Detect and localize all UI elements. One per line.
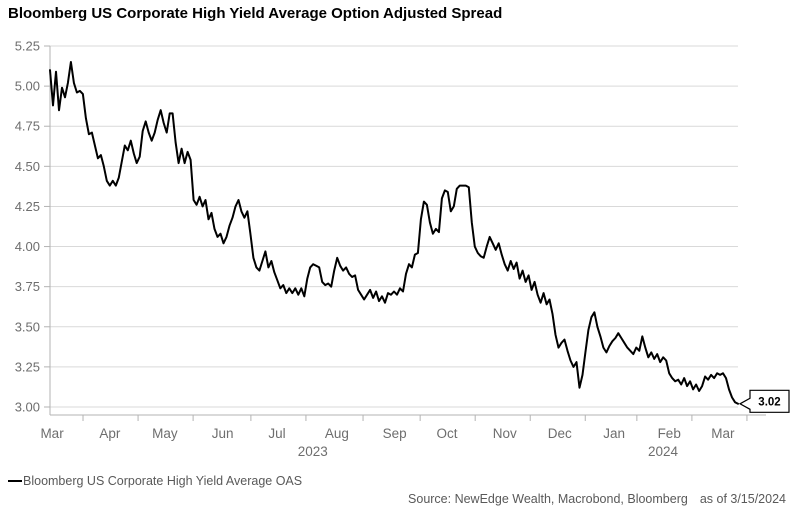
x-tick-label: Apr: [99, 426, 121, 441]
x-tick-label: Jul: [268, 426, 285, 441]
x-tick-label: Jan: [603, 426, 625, 441]
x-tick-label: May: [152, 426, 178, 441]
year-label: 2023: [298, 444, 328, 459]
x-axis-ticks: [82, 415, 748, 421]
y-tick-label: 4.75: [15, 119, 40, 134]
y-tick-label: 5.25: [15, 39, 40, 54]
x-tick-label: Dec: [548, 426, 572, 441]
y-gridlines: [50, 45, 738, 408]
legend: Bloomberg US Corporate High Yield Averag…: [8, 474, 302, 488]
x-axis-labels: Mar Apr May Jun Jul Aug Sep Oct Nov Dec Jan Feb Mar: [40, 426, 735, 441]
as-of-label: as of 3/15/2024: [699, 492, 786, 506]
x-tick-label: Oct: [436, 426, 457, 441]
y-tick-label: 4.25: [15, 199, 40, 214]
x-tick-label: Aug: [325, 426, 349, 441]
y-axis-ticks: [44, 45, 50, 408]
y-tick-label: 4.00: [15, 239, 40, 254]
legend-line-marker: [8, 480, 22, 482]
x-axis-year-labels: 2023 2024: [298, 444, 679, 459]
x-tick-label: Nov: [493, 426, 517, 441]
x-tick-label: Mar: [711, 426, 735, 441]
x-tick-label: Jun: [212, 426, 234, 441]
callout-bubble: [738, 389, 790, 413]
y-tick-label: 3.25: [15, 359, 40, 374]
y-tick-label: 3.75: [15, 279, 40, 294]
last-value-callout: 3.02: [738, 389, 790, 413]
year-label: 2024: [648, 444, 679, 459]
y-tick-label: 5.00: [15, 79, 40, 94]
x-tick-label: Sep: [383, 426, 407, 441]
x-tick-label: Mar: [40, 426, 64, 441]
y-tick-label: 4.50: [15, 159, 40, 174]
chart-title: Bloomberg US Corporate High Yield Averag…: [8, 5, 503, 22]
source-label: Source: NewEdge Wealth, Macrobond, Bloom…: [408, 492, 688, 506]
chart-plot: 5.25 5.00 4.75 4.50 4.25 4.00 3.75 3.50 3.25 3.00…: [15, 39, 790, 459]
x-tick-label: Feb: [658, 426, 681, 441]
series-line: [49, 61, 739, 405]
legend-series-label: Bloomberg US Corporate High Yield Averag…: [23, 474, 303, 488]
y-axis-labels: 5.25 5.00 4.75 4.50 4.25 4.00 3.75 3.50 3.25 3.00: [15, 39, 40, 415]
last-value-callout-label: 3.02: [758, 397, 780, 409]
footer: Source: NewEdge Wealth, Macrobond, Bloom…: [408, 492, 786, 506]
y-tick-label: 3.00: [15, 400, 40, 415]
y-tick-label: 3.50: [15, 319, 40, 334]
